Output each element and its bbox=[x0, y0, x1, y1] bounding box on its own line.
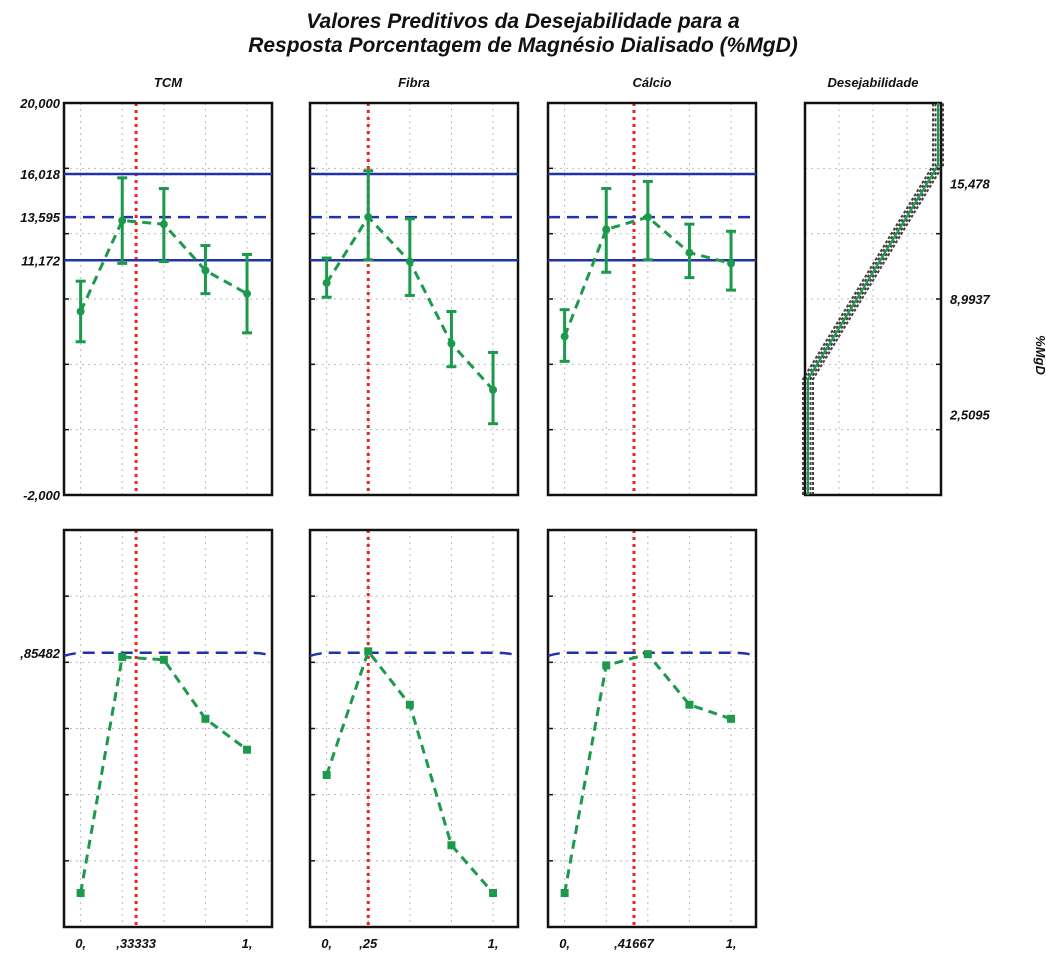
response-point bbox=[489, 385, 498, 394]
response-point bbox=[405, 257, 414, 266]
x-tick-label: 1, bbox=[242, 936, 253, 951]
desirability-function-band bbox=[812, 103, 944, 495]
response-point bbox=[76, 307, 85, 316]
desirability-panel-3 bbox=[546, 528, 758, 929]
desirability-point bbox=[243, 745, 252, 754]
response-point bbox=[685, 248, 694, 257]
response-point bbox=[602, 225, 611, 234]
response-point bbox=[243, 289, 252, 298]
x-tick-label: ,33333 bbox=[115, 936, 157, 951]
y-tick-label: -2,000 bbox=[23, 488, 61, 503]
desirability-point bbox=[405, 700, 414, 709]
desirability-panel-2 bbox=[308, 528, 520, 929]
overall-desirability-line bbox=[63, 651, 273, 657]
x-tick-label: 0, bbox=[75, 936, 86, 951]
x-tick-label: ,41667 bbox=[613, 936, 655, 951]
desirability-function-line bbox=[807, 103, 939, 495]
desirability-function-tick: 15,478 bbox=[950, 177, 991, 192]
response-point bbox=[159, 220, 168, 229]
desirability-point bbox=[118, 652, 127, 661]
desirability-function-panel bbox=[803, 101, 943, 497]
overall-desirability-line bbox=[309, 651, 519, 657]
desirability-point bbox=[489, 889, 498, 897]
response-point bbox=[447, 339, 456, 348]
desirability-point bbox=[76, 889, 85, 897]
x-tick-label: ,25 bbox=[358, 936, 378, 951]
x-tick-label: 0, bbox=[321, 936, 332, 951]
overall-desirability-line bbox=[547, 651, 757, 657]
response-panel-1 bbox=[62, 101, 274, 497]
response-point bbox=[643, 213, 652, 222]
response-panel-3 bbox=[546, 101, 758, 497]
factor-title: Fibra bbox=[398, 75, 430, 90]
desirability-point bbox=[727, 714, 736, 723]
desirability-point bbox=[643, 650, 652, 659]
desirability-point bbox=[602, 661, 611, 670]
desirability-function-band bbox=[809, 103, 942, 495]
factor-title: TCM bbox=[154, 75, 183, 90]
y-tick-label: 20,000 bbox=[19, 96, 61, 111]
response-point bbox=[727, 259, 736, 268]
desirability-point bbox=[560, 889, 569, 897]
desirability-point bbox=[364, 647, 373, 656]
desirability-function-axis-label: %MgD bbox=[1033, 335, 1046, 375]
response-point bbox=[322, 278, 331, 287]
response-point bbox=[118, 216, 127, 225]
desirability-function-tick: 2,5095 bbox=[949, 408, 991, 423]
desirability-function-tick: 8,9937 bbox=[950, 292, 991, 307]
x-tick-label: 1, bbox=[726, 936, 737, 951]
response-point bbox=[560, 332, 569, 341]
desirability-point bbox=[447, 841, 456, 850]
desirability-panel-1 bbox=[62, 528, 274, 929]
desirability-point bbox=[685, 700, 694, 709]
desirability-function-title: Desejabilidade bbox=[827, 75, 918, 90]
desirability-function-band bbox=[804, 103, 937, 495]
response-point bbox=[201, 266, 210, 275]
chart-title-line-1: Valores Preditivos da Desejabilidade par… bbox=[306, 10, 740, 33]
y-tick-label: 13,595 bbox=[20, 210, 61, 225]
factor-title: Cálcio bbox=[632, 75, 671, 90]
chart-title-line-2: Resposta Porcentagem de Magnésio Dialisa… bbox=[248, 34, 798, 57]
desirability-point bbox=[159, 655, 168, 664]
desirability-series-line bbox=[563, 652, 732, 894]
response-point bbox=[364, 213, 373, 222]
desirability-point bbox=[201, 714, 210, 723]
y-tick-label: 16,018 bbox=[20, 167, 61, 182]
x-tick-label: 0, bbox=[559, 936, 570, 951]
desirability-point bbox=[322, 770, 331, 779]
response-panel-2 bbox=[308, 101, 520, 497]
y-tick-label: 11,172 bbox=[21, 253, 61, 268]
x-tick-label: 1, bbox=[488, 936, 499, 951]
desirability-function-band bbox=[802, 103, 934, 495]
desirability-tick-label: ,85482 bbox=[19, 646, 61, 661]
